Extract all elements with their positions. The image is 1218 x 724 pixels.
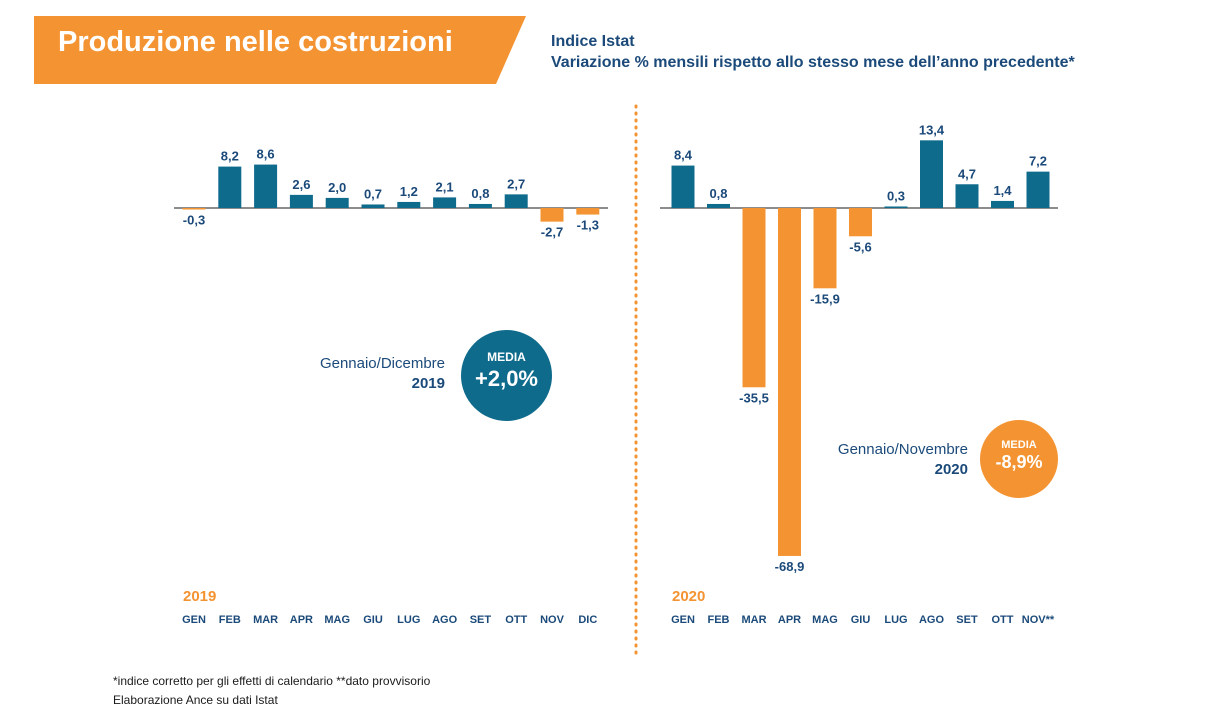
data-label-2019-7: 2,1 [436,179,454,194]
data-label-2019-6: 1,2 [400,184,418,199]
data-label-2019-8: 0,8 [471,186,489,201]
average-2020-label: Gennaio/Novembre 2020 [838,440,968,480]
bar-2019-ott [504,194,528,208]
average-2020-badge-value: -8,9% [995,452,1043,472]
bar-2020-giu [849,208,872,237]
average-2019-badge: MEDIA +2,0% [461,330,552,421]
data-label-2020-3: -68,9 [775,559,805,574]
footnote-line-2: Elaborazione Ance su dati Istat [113,693,278,707]
bar-2019-set [468,203,492,208]
bar-2019-gen [182,208,206,210]
tick-label-2019-7: AGO [432,614,458,626]
bar-2019-feb [218,166,242,208]
tick-label-2019-8: SET [470,614,492,626]
bar-2020-mar [742,208,766,388]
average-2019-badge-title: MEDIA [487,350,526,364]
tick-label-2020-0: GEN [671,614,695,626]
tick-label-2019-9: OTT [505,614,527,626]
tick-label-2020-5: GIU [851,614,871,626]
data-label-2019-10: -2,7 [541,225,563,240]
data-label-2019-3: 2,6 [292,177,310,192]
average-2020-period: Gennaio/Novembre [837,441,968,458]
average-2019-label: Gennaio/Dicembre 2019 [320,354,445,394]
data-label-2020-4: -15,9 [810,291,840,306]
subtitle-line-1: Indice Istat [551,33,635,50]
data-label-2019-9: 2,7 [507,176,525,191]
bar-2019-ago [433,197,457,208]
year-label-2020: 2020 [672,588,705,605]
data-label-2020-6: 0,3 [887,188,905,203]
data-label-2020-10: 7,2 [1029,154,1047,169]
tick-label-2019-5: GIU [363,614,383,626]
bar-2019-lug [397,201,421,208]
year-label-2019: 2019 [183,588,216,605]
data-label-2020-2: -35,5 [739,390,769,405]
data-label-2019-11: -1,3 [577,218,599,233]
tick-label-2019-2: MAR [253,614,278,626]
data-label-2019-5: 0,7 [364,186,382,201]
bar-2020-mag [813,208,837,289]
footnote-line-1: *indice corretto per gli effetti di cale… [113,674,431,688]
data-label-2019-2: 8,6 [257,147,275,162]
bar-2019-apr [289,194,313,208]
page-title: Produzione nelle costruzioni [58,26,453,58]
data-label-2020-7: 13,4 [919,122,945,137]
data-label-2020-8: 4,7 [958,166,976,181]
data-label-2019-4: 2,0 [328,180,346,195]
tick-label-2019-11: DIC [578,614,597,626]
data-label-2020-0: 8,4 [674,148,693,163]
bar-2020-ago [920,140,943,208]
tick-label-2020-7: AGO [919,614,945,626]
average-2020-badge-title: MEDIA [1001,439,1037,451]
bar-2020-apr [778,208,801,556]
average-2019-year: 2019 [411,375,445,392]
tick-label-2020-2: MAR [741,614,766,626]
bar-2019-mag [325,197,349,208]
tick-label-2020-4: MAG [812,614,838,626]
average-2020-badge: MEDIA -8,9% [980,420,1058,498]
bar-2019-mar [254,164,278,208]
tick-label-2019-0: GEN [182,614,206,626]
tick-label-2019-3: APR [290,614,313,626]
data-label-2020-5: -5,6 [849,239,871,254]
tick-label-2020-3: APR [778,614,801,626]
tick-label-2019-1: FEB [219,614,241,626]
bar-2020-nov [1026,171,1050,208]
tick-label-2020-10: NOV** [1022,614,1055,626]
tick-label-2020-6: LUG [884,614,907,626]
chart-subtitle: Indice Istat Variazione % mensili rispet… [551,31,1075,73]
bar-2020-gen [671,165,695,208]
data-label-2019-0: -0,3 [183,213,205,228]
average-2020-year: 2020 [934,461,968,478]
tick-label-2020-9: OTT [992,614,1014,626]
tick-label-2019-6: LUG [397,614,420,626]
data-label-2020-1: 0,8 [709,186,727,201]
title-banner [34,16,526,84]
tick-label-2019-4: MAG [324,614,350,626]
subtitle-line-2: Variazione % mensili rispetto allo stess… [551,54,1075,71]
bar-2020-ott [991,200,1014,208]
data-label-2019-1: 8,2 [221,149,239,164]
average-2019-badge-value: +2,0% [475,366,538,391]
bar-2019-giu [361,204,385,208]
tick-label-2020-1: FEB [708,614,730,626]
bar-2019-dic [576,208,600,215]
data-label-2020-9: 1,4 [993,183,1012,198]
bar-2020-set [955,184,979,208]
bar-2020-feb [707,203,730,208]
tick-label-2020-8: SET [956,614,978,626]
bar-2020-lug [884,206,908,208]
bar-2019-nov [540,208,564,222]
footnotes: *indice corretto per gli effetti di cale… [113,672,430,710]
tick-label-2019-10: NOV [540,614,565,626]
average-2019-period: Gennaio/Dicembre [319,355,445,372]
